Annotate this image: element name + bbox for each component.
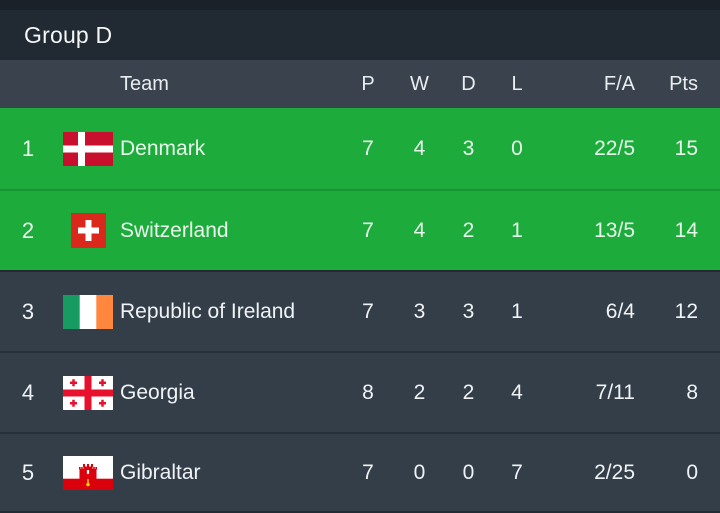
won-value: 2: [413, 380, 426, 404]
played-value: 7: [362, 218, 374, 242]
group-title: Group D: [24, 21, 113, 48]
drawn-value: 3: [462, 136, 475, 160]
played-value: 7: [362, 460, 374, 484]
won-value: 4: [413, 218, 426, 242]
gibraltar-flag-icon: [56, 455, 120, 490]
points-value: 15: [674, 136, 698, 160]
team-name: Denmark: [120, 136, 206, 160]
lost-value: 1: [511, 299, 523, 323]
column-played: P: [361, 72, 375, 95]
goals-value: 6/4: [605, 299, 635, 323]
goals-value: 22/5: [594, 136, 635, 160]
team-name: Gibraltar: [120, 460, 201, 484]
points-value: 12: [674, 299, 698, 323]
table-row-denmark[interactable]: 1 Denmark 7 4 3 0 22/5 15: [0, 108, 720, 189]
points-value: 14: [674, 218, 698, 242]
table-row-gibraltar[interactable]: 5 Gibraltar 7: [0, 432, 720, 513]
denmark-flag-icon: [56, 131, 120, 166]
rank-label: 3: [21, 298, 35, 324]
rank-label: 5: [21, 459, 35, 485]
played-value: 7: [362, 299, 374, 323]
goals-value: 7/11: [595, 380, 635, 404]
won-value: 3: [413, 299, 426, 323]
lost-value: 1: [511, 218, 523, 242]
column-team: Team: [120, 72, 169, 95]
table-row-georgia[interactable]: 4 Georgia 8 2 2 4 7/11 8: [0, 351, 720, 432]
goals-value: 2/25: [594, 460, 635, 484]
rank-label: 4: [21, 379, 35, 405]
georgia-flag-icon: [56, 375, 120, 410]
drawn-value: 0: [462, 460, 475, 484]
won-value: 4: [413, 136, 426, 160]
played-value: 7: [362, 136, 374, 160]
switzerland-flag-icon: [56, 213, 120, 248]
drawn-value: 2: [462, 380, 475, 404]
points-value: 0: [686, 460, 698, 484]
column-drawn: D: [461, 72, 476, 95]
lost-value: 4: [511, 380, 523, 404]
team-name: Georgia: [120, 380, 195, 404]
column-lost: L: [511, 72, 523, 95]
rank-label: 1: [21, 135, 35, 161]
drawn-value: 2: [462, 218, 475, 242]
won-value: 0: [413, 460, 426, 484]
points-value: 8: [686, 380, 698, 404]
table-row-republic-of-ireland[interactable]: 3 Republic of Ireland 7 3 3 1 6/4 12: [0, 270, 720, 351]
group-header: Group D: [0, 0, 720, 60]
table-header-row: Team P W D L F/A Pts: [0, 60, 720, 108]
team-name: Republic of Ireland: [120, 299, 296, 323]
ireland-flag-icon: [56, 294, 120, 329]
column-goals: F/A: [603, 72, 635, 95]
lost-value: 0: [511, 136, 523, 160]
drawn-value: 3: [462, 299, 475, 323]
column-won: W: [410, 72, 429, 95]
played-value: 8: [362, 380, 374, 404]
column-points: Pts: [669, 72, 698, 95]
table-row-switzerland[interactable]: 2 Switzerland 7 4 2 1 13/5 14: [0, 189, 720, 270]
goals-value: 13/5: [594, 218, 635, 242]
team-name: Switzerland: [120, 218, 229, 242]
lost-value: 7: [511, 460, 523, 484]
rank-label: 2: [21, 217, 35, 243]
